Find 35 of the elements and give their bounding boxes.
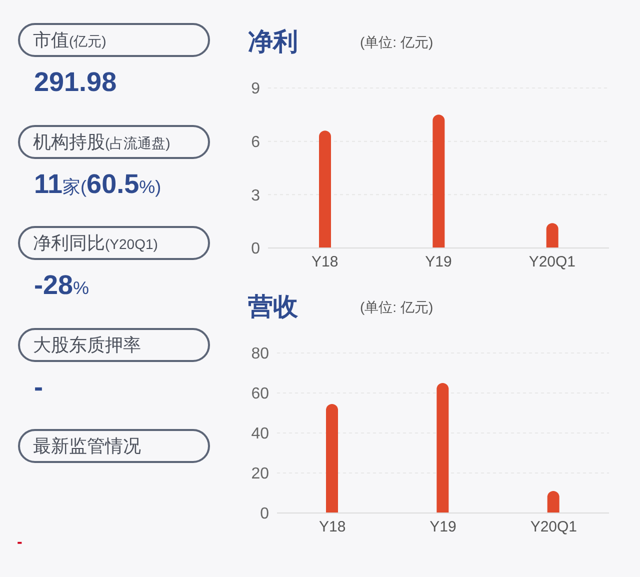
x-tick-label: Y20Q1 (528, 254, 576, 271)
text: 最新监管情况 (33, 436, 141, 456)
bar (326, 404, 338, 513)
y-tick-label: 40 (251, 426, 270, 443)
text: 大股东质押率 (33, 334, 141, 354)
x-tick-label: Y18 (311, 254, 338, 271)
y-tick-label: 0 (251, 240, 260, 258)
chart-subtitle: (单位: 亿元) (360, 298, 434, 317)
text: 291.98 (34, 67, 117, 97)
x-tick-label: Y20Q1 (530, 518, 578, 536)
y-tick-label: 60 (251, 386, 270, 403)
text: -28% (34, 270, 90, 300)
y-tick-label: 20 (251, 466, 270, 483)
y-tick-label: 3 (251, 187, 260, 204)
x-tick-label: Y19 (430, 518, 456, 536)
text: - (17, 533, 22, 553)
text: 机构持股(占流通盘) (33, 132, 170, 152)
y-tick-label: 6 (251, 134, 260, 152)
y-tick-label: 0 (260, 506, 270, 523)
chart-title: 营收 (248, 292, 298, 323)
x-tick-label: Y18 (318, 518, 346, 536)
y-tick-label: 9 (251, 80, 260, 98)
bar (432, 114, 445, 248)
bar (547, 491, 560, 513)
bar (436, 383, 449, 513)
x-tick-label: Y19 (425, 254, 452, 271)
bar (319, 130, 331, 248)
bar (546, 223, 558, 248)
y-tick-label: 80 (251, 346, 270, 363)
text: - (34, 372, 43, 402)
text: 净利同比(Y20Q1) (33, 233, 158, 253)
chart-subtitle: (单位: 亿元) (360, 33, 434, 52)
chart-title: 净利 (248, 27, 298, 58)
text: 11家(60.5%) (34, 168, 162, 198)
text: 市值(亿元) (33, 30, 106, 50)
